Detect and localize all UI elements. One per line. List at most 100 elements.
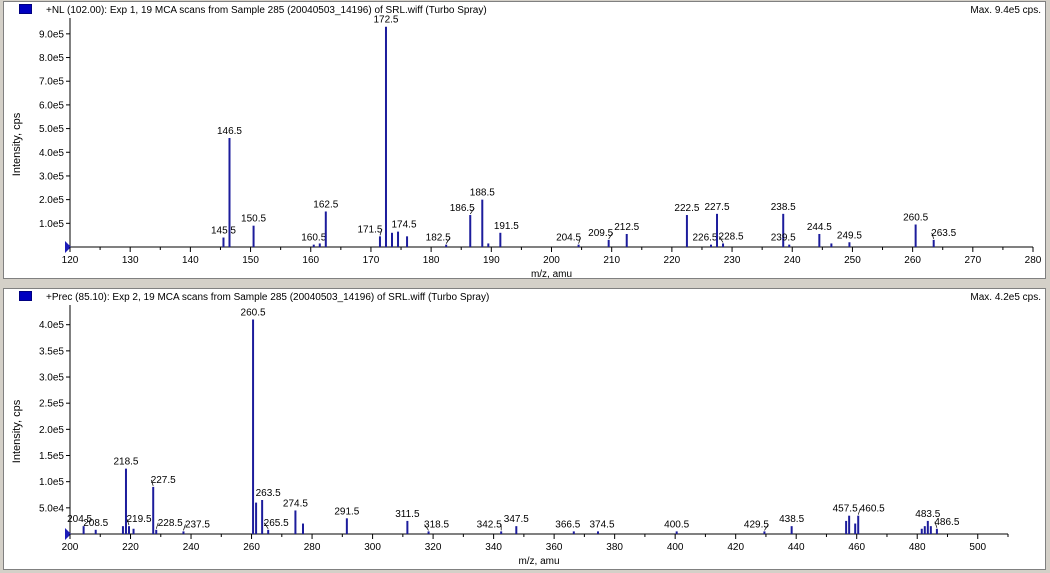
x-tick-label: 150 [242,255,259,266]
peak-label-leader [931,232,935,240]
x-tick-label: 280 [1025,255,1042,266]
peak-label: 263.5 [256,488,281,499]
peak-label: 204.5 [67,514,92,525]
peak-label: 244.5 [807,222,832,233]
panel-header: +NL (102.00): Exp 1, 19 MCA scans from S… [4,2,1045,20]
y-tick-label: 2.0e5 [39,195,64,206]
peak-label: 162.5 [313,199,338,210]
x-tick-label: 360 [546,542,563,553]
peak-label-leader [469,207,475,215]
peak-label: 486.5 [934,517,959,528]
peak-label: 238.5 [771,202,796,213]
panel-title: +NL (102.00): Exp 1, 19 MCA scans from S… [46,5,487,16]
peak-label: 263.5 [931,228,956,239]
x-tick-label: 200 [62,542,79,553]
peak-label-leader [445,237,451,244]
x-tick-label: 190 [483,255,500,266]
spectrum-plot-prec[interactable]: 200 220 240 260 280 300 320 340 360 380 400 420 440 4… [4,289,1046,570]
x-tick-label: 130 [122,255,139,266]
x-axis-label: m/z, amu [531,269,572,279]
peak-label-leader [934,521,938,528]
peak-label: 237.5 [185,519,210,530]
peak-label: 227.5 [151,475,176,486]
peak-label: 249.5 [837,230,862,241]
peak-label: 239.5 [771,233,796,244]
peak-label: 226.5 [692,233,717,244]
peak-label: 265.5 [264,518,289,529]
y-tick-label: 2.5e5 [39,399,64,410]
y-tick-label: 3.0e5 [39,171,64,182]
peak-label-leader [578,237,581,244]
peak-label: 366.5 [555,519,580,530]
x-tick-label: 400 [667,542,684,553]
x-tick-label: 500 [969,542,986,553]
y-tick-label: 5.0e4 [39,503,64,514]
peak-label: 219.5 [126,514,151,525]
x-tick-label: 480 [909,542,926,553]
peak-label: 172.5 [373,15,398,26]
peak-label: 274.5 [283,498,308,509]
peak-label: 186.5 [450,203,475,214]
peak-label-leader [150,479,154,487]
peak-label: 191.5 [494,221,519,232]
x-tick-label: 460 [848,542,865,553]
x-tick-label: 260 [243,542,260,553]
x-tick-label: 240 [183,542,200,553]
x-tick-label: 180 [423,255,440,266]
peak-label-leader [764,524,769,531]
origin-marker-icon[interactable] [65,241,71,253]
panel-color-marker-icon[interactable] [19,291,32,301]
y-tick-label: 1.0e5 [39,219,64,230]
peak-label: 218.5 [113,457,138,468]
y-tick-label: 1.0e5 [39,477,64,488]
peak-label: 204.5 [556,233,581,244]
peak-label: 460.5 [860,504,885,515]
x-tick-label: 170 [363,255,380,266]
y-tick-label: 3.0e5 [39,373,64,384]
panel-color-marker-icon[interactable] [19,4,32,14]
x-tick-label: 210 [603,255,620,266]
peak-label: 291.5 [334,506,359,517]
spectrum-plot-nl[interactable]: 120 130 140 150 160 170 180 190 200 210 220 230 240 2… [4,2,1046,279]
peak-label: 228.5 [158,518,183,529]
peak-label-leader [155,522,159,529]
peak-label: 438.5 [779,514,804,525]
peak-label: 227.5 [705,202,730,213]
y-tick-label: 9.0e5 [39,29,64,40]
x-tick-label: 300 [364,542,381,553]
x-tick-label: 220 [122,542,139,553]
peak-label: 188.5 [470,188,495,199]
peak-label: 342.5 [477,519,502,530]
y-axis-label: Intensity, cps [11,399,23,463]
x-tick-label: 160 [302,255,319,266]
peak-label: 228.5 [719,231,744,242]
origin-marker-icon[interactable] [65,528,71,540]
peak-label: 400.5 [664,519,689,530]
peak-label-leader [379,229,383,236]
peak-label: 311.5 [395,509,420,520]
peak-label: 150.5 [241,214,266,225]
x-tick-label: 280 [304,542,321,553]
y-tick-label: 2.0e5 [39,425,64,436]
peak-label: 483.5 [915,509,940,520]
peak-label: 182.5 [426,233,451,244]
peak-label-leader [424,524,429,531]
x-tick-label: 250 [844,255,861,266]
peak-label: 208.5 [83,518,108,529]
peak-label: 146.5 [217,126,242,137]
peak-label: 260.5 [903,213,928,224]
spectrum-panel-nl: +NL (102.00): Exp 1, 19 MCA scans from S… [3,1,1046,279]
peak-label: 160.5 [301,233,326,244]
panel-header: +Prec (85.10): Exp 2, 19 MCA scans from … [4,289,1045,307]
y-tick-label: 7.0e5 [39,77,64,88]
peak-label-leader [126,519,130,526]
x-tick-label: 340 [485,542,502,553]
peak-label: 212.5 [614,222,639,233]
spectrum-panel-prec: +Prec (85.10): Exp 2, 19 MCA scans from … [3,288,1046,570]
x-tick-label: 230 [724,255,741,266]
x-axis-label: m/z, amu [518,556,559,567]
max-intensity-label: Max. 4.2e5 cps. [970,292,1041,303]
x-tick-label: 420 [727,542,744,553]
peak-label: 145.5 [211,226,236,237]
y-tick-label: 1.5e5 [39,451,64,462]
